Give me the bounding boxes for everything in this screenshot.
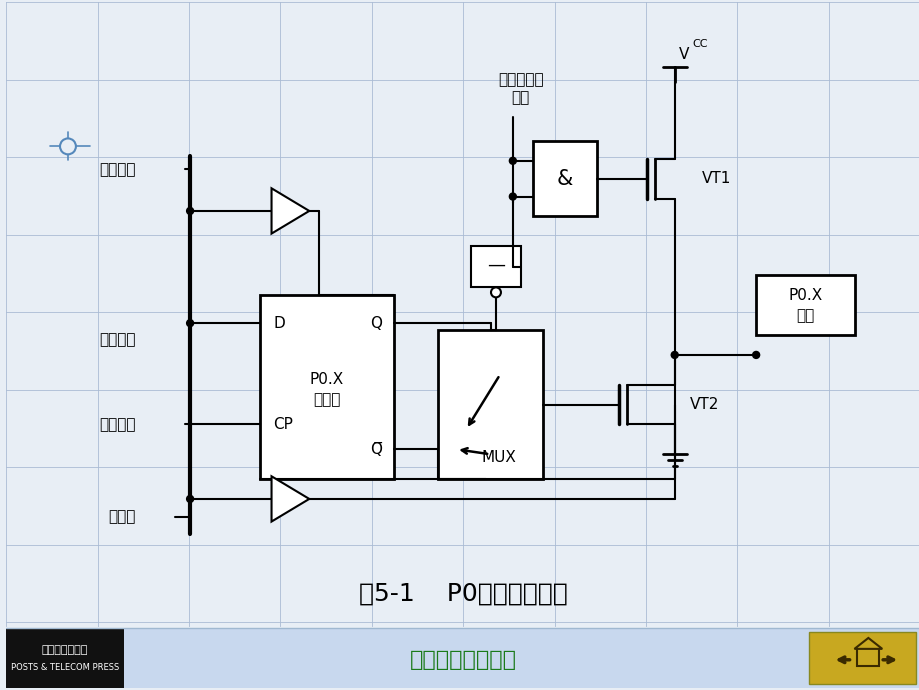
Text: 锁存器: 锁存器 <box>312 392 340 407</box>
Text: CC: CC <box>692 39 708 49</box>
Text: 写锁存器: 写锁存器 <box>99 417 135 432</box>
Text: VT1: VT1 <box>701 171 730 186</box>
Circle shape <box>187 319 193 326</box>
Bar <box>259 295 393 479</box>
Polygon shape <box>854 638 881 649</box>
Text: 控制: 控制 <box>511 90 529 106</box>
Circle shape <box>60 139 76 155</box>
Polygon shape <box>271 188 309 234</box>
Text: P0.X: P0.X <box>788 288 822 303</box>
Text: 图5-1    P0口的位结构图: 图5-1 P0口的位结构图 <box>358 581 567 605</box>
Bar <box>6 628 919 688</box>
Bar <box>857 648 879 666</box>
Text: 读引脚: 读引脚 <box>108 509 135 524</box>
Bar <box>808 632 915 684</box>
Circle shape <box>187 495 193 502</box>
Text: VT2: VT2 <box>689 397 719 412</box>
Text: V: V <box>678 46 688 61</box>
Bar <box>437 330 542 479</box>
Circle shape <box>752 351 759 358</box>
Text: 地址／数据: 地址／数据 <box>497 72 543 88</box>
Text: 读锁存器: 读锁存器 <box>99 161 135 177</box>
Text: 引脚: 引脚 <box>796 308 814 323</box>
Bar <box>471 246 520 288</box>
Text: POSTS & TELECOM PRESS: POSTS & TELECOM PRESS <box>11 663 119 672</box>
Text: D: D <box>273 315 285 331</box>
Text: P0.X: P0.X <box>309 373 344 387</box>
Circle shape <box>491 288 500 297</box>
Polygon shape <box>271 476 309 522</box>
Text: 点击此处结束放映: 点击此处结束放映 <box>409 650 516 670</box>
Text: 人民邮电出版社: 人民邮电出版社 <box>41 645 88 655</box>
Text: MUX: MUX <box>481 450 516 464</box>
Text: CP: CP <box>273 417 293 432</box>
Circle shape <box>509 157 516 164</box>
Text: —: — <box>486 255 505 273</box>
Circle shape <box>509 193 516 200</box>
Text: 内部总线: 内部总线 <box>99 333 135 348</box>
Text: &: & <box>556 168 573 188</box>
Circle shape <box>671 351 677 358</box>
Bar <box>6 628 123 688</box>
Text: Q̅: Q̅ <box>369 442 381 457</box>
Bar <box>755 275 855 335</box>
Bar <box>532 141 596 216</box>
Circle shape <box>187 208 193 215</box>
Text: Q: Q <box>369 315 381 331</box>
